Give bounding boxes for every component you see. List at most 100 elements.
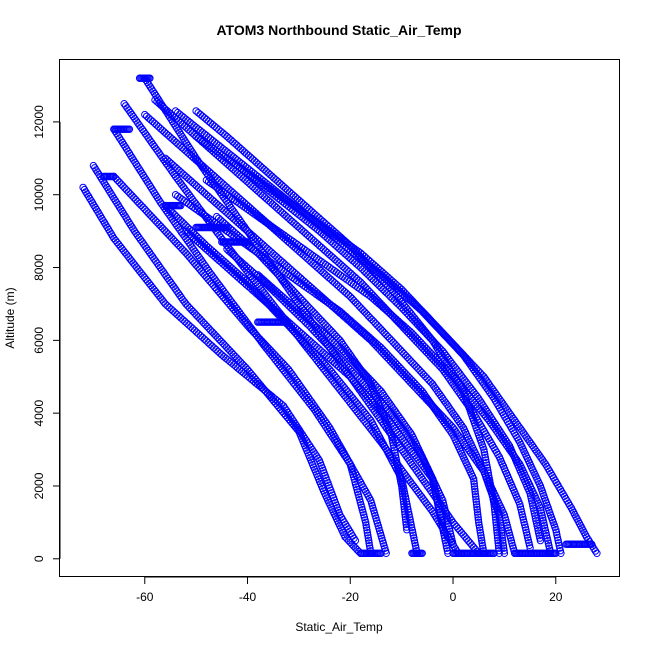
data-point: [314, 313, 323, 322]
data-point: [364, 312, 372, 320]
y-axis: 0 2000 4000 6000 8000 10000 12000: [32, 105, 61, 562]
data-point: [265, 246, 273, 254]
data-point: [306, 233, 314, 241]
data-point: [442, 541, 450, 550]
data-point: [262, 195, 271, 203]
data-point: [279, 258, 287, 266]
data-point: [389, 441, 398, 449]
data-point: [399, 492, 407, 500]
data-point: [119, 247, 128, 255]
data-point: [317, 347, 325, 355]
data-point: [164, 131, 173, 140]
data-point: [406, 429, 415, 437]
data-point: [359, 306, 367, 314]
data-point: [493, 526, 501, 534]
data-point: [392, 454, 400, 462]
data-point: [145, 279, 154, 288]
data-point: [233, 354, 241, 362]
data-point: [349, 271, 357, 279]
data-point: [286, 216, 294, 224]
data-point: [175, 166, 183, 175]
data-point: [282, 184, 290, 193]
data-point: [278, 209, 286, 217]
data-point: [206, 340, 214, 349]
data-point: [190, 122, 198, 130]
data-point: [275, 255, 283, 263]
data-point: [471, 487, 479, 496]
data-point: [181, 317, 189, 326]
data-point: [204, 338, 212, 347]
data-point: [483, 464, 491, 472]
data-point: [344, 291, 352, 299]
data-point: [274, 177, 282, 186]
data-point: [373, 321, 381, 329]
data-point: [323, 272, 331, 280]
data-point: [268, 172, 276, 181]
data-point: [273, 253, 281, 261]
data-point: [217, 178, 225, 186]
data-point: [250, 157, 259, 165]
data-point: [476, 529, 485, 537]
data-point: [213, 212, 221, 221]
data-point: [396, 346, 404, 354]
data-point: [176, 216, 185, 224]
data-point: [488, 487, 496, 495]
data-point: [202, 191, 211, 199]
data-point: [481, 453, 489, 462]
data-point: [279, 318, 288, 326]
data-point: [173, 239, 181, 248]
data-point: [135, 199, 144, 208]
data-point: [476, 526, 484, 534]
data-point: [262, 167, 270, 175]
data-point: [190, 131, 198, 139]
data-point: [393, 459, 401, 467]
data-point: [353, 300, 362, 308]
data-point: [126, 255, 134, 263]
data-point: [121, 249, 129, 257]
data-point: [186, 118, 194, 127]
data-point: [160, 128, 169, 136]
data-point: [346, 293, 354, 301]
data-point: [321, 270, 329, 278]
data-point: [310, 253, 319, 261]
data-point: [254, 160, 262, 168]
data-point: [213, 333, 222, 342]
data-point: [213, 175, 221, 183]
data-point: [484, 466, 492, 475]
data-point: [473, 503, 481, 511]
data-point: [489, 495, 497, 503]
data-point: [139, 203, 147, 212]
data-point: [145, 114, 153, 122]
y-tick-label: 6000: [32, 327, 46, 354]
data-point: [266, 198, 275, 207]
data-point: [205, 324, 213, 332]
data-point: [358, 265, 367, 273]
data-point: [360, 267, 368, 275]
data-point: [354, 262, 363, 270]
data-point: [224, 345, 232, 353]
data-point: [359, 379, 367, 387]
data-point: [208, 342, 216, 350]
data-point: [194, 330, 203, 338]
data-point: [124, 188, 133, 196]
data-point: [142, 207, 151, 215]
data-point: [300, 228, 308, 236]
data-point: [345, 268, 353, 276]
data-point: [284, 214, 292, 222]
data-point: [128, 192, 136, 200]
data-point: [490, 503, 499, 511]
data-point: [131, 261, 139, 269]
data-point: [366, 313, 374, 322]
data-point: [362, 518, 370, 527]
data-point: [478, 465, 487, 473]
data-point: [360, 308, 369, 316]
data-point: [206, 194, 215, 202]
data-point: [388, 436, 397, 444]
data-point: [216, 349, 224, 357]
data-point: [167, 305, 175, 313]
data-point: [402, 518, 410, 526]
data-point: [313, 312, 321, 320]
data-point: [295, 196, 304, 205]
data-point: [158, 296, 166, 304]
